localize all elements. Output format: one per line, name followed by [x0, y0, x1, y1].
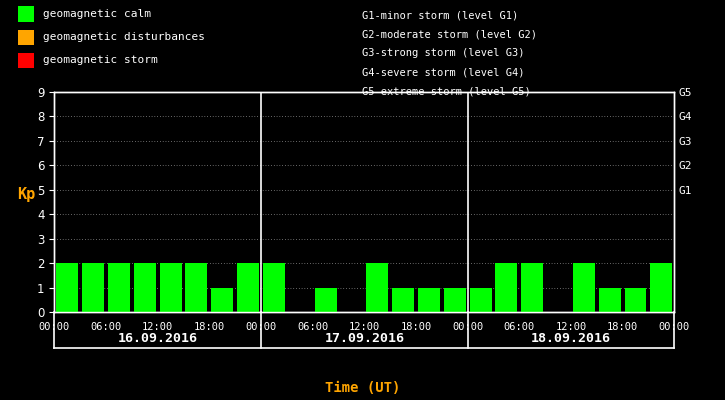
Bar	[392, 288, 414, 312]
Bar	[315, 288, 336, 312]
Y-axis label: Kp: Kp	[17, 187, 36, 202]
Bar	[160, 263, 181, 312]
Bar	[599, 288, 621, 312]
Bar	[57, 263, 78, 312]
Bar	[211, 288, 233, 312]
Text: 17.09.2016: 17.09.2016	[324, 332, 405, 344]
Text: G3-strong storm (level G3): G3-strong storm (level G3)	[362, 48, 525, 58]
Text: geomagnetic disturbances: geomagnetic disturbances	[43, 32, 204, 42]
Bar	[521, 263, 543, 312]
Text: 18.09.2016: 18.09.2016	[531, 332, 611, 344]
Bar	[573, 263, 594, 312]
Text: geomagnetic calm: geomagnetic calm	[43, 9, 151, 19]
Bar	[366, 263, 388, 312]
Bar	[82, 263, 104, 312]
Bar	[444, 288, 465, 312]
Bar	[624, 288, 647, 312]
Bar	[237, 263, 259, 312]
Text: G5-extreme storm (level G5): G5-extreme storm (level G5)	[362, 87, 531, 97]
Bar	[650, 263, 672, 312]
Text: G2-moderate storm (level G2): G2-moderate storm (level G2)	[362, 29, 537, 39]
Bar	[263, 263, 285, 312]
Bar	[495, 263, 518, 312]
Text: geomagnetic storm: geomagnetic storm	[43, 56, 157, 66]
Bar	[186, 263, 207, 312]
Bar	[470, 288, 492, 312]
Bar	[108, 263, 130, 312]
Text: G4-severe storm (level G4): G4-severe storm (level G4)	[362, 68, 525, 78]
Text: 16.09.2016: 16.09.2016	[117, 332, 198, 344]
Bar	[418, 288, 440, 312]
Text: Time (UT): Time (UT)	[325, 381, 400, 395]
Bar	[134, 263, 156, 312]
Text: G1-minor storm (level G1): G1-minor storm (level G1)	[362, 10, 519, 20]
